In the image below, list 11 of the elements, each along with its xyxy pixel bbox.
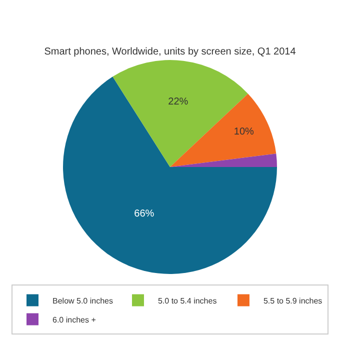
legend-label: Below 5.0 inches — [52, 296, 113, 306]
data-label: 66% — [134, 208, 154, 220]
pie-slice — [170, 94, 276, 167]
data-label: 22% — [168, 96, 188, 108]
pie-slice — [170, 154, 277, 167]
legend-label: 6.0 inches + — [52, 315, 96, 324]
data-label: 10% — [234, 126, 254, 138]
chart-title: Smart phones, Worldwide, units by screen size, Q1 2014 — [44, 46, 296, 58]
legend-label: 5.0 to 5.4 inches — [158, 296, 217, 306]
pie-slice — [63, 76, 277, 274]
legend-label: 5.5 to 5.9 inches — [263, 296, 322, 306]
